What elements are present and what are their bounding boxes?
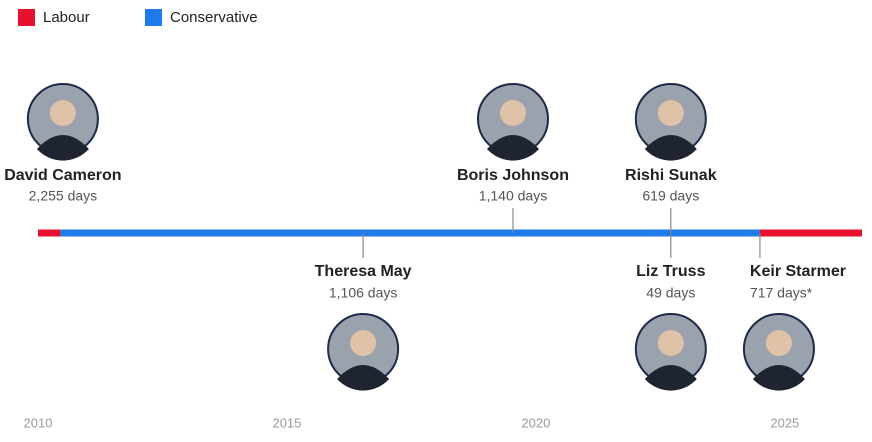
party-segment <box>60 229 760 237</box>
legend-swatch <box>18 9 35 26</box>
party-segment <box>759 229 862 237</box>
pm-days: 619 days <box>642 188 699 204</box>
portrait <box>634 313 707 391</box>
portrait-head <box>657 100 684 126</box>
portrait <box>634 83 707 161</box>
portrait <box>327 313 400 391</box>
portrait-body <box>644 135 697 161</box>
pm-name: Boris Johnson <box>457 167 569 184</box>
pm-name: Theresa May <box>315 263 412 280</box>
pm-name: Keir Starmer <box>750 263 846 280</box>
legend-swatch <box>145 9 162 26</box>
portrait-head <box>499 100 526 126</box>
pm-days: 717 days* <box>750 285 813 301</box>
pm-name: Liz Truss <box>636 263 705 280</box>
portrait <box>742 313 815 391</box>
pm-days: 1,140 days <box>479 188 548 204</box>
pm-days: 49 days <box>646 285 695 301</box>
party-segment <box>38 229 61 237</box>
portrait-body <box>486 135 539 161</box>
portrait-head <box>49 100 76 126</box>
pm-name: Rishi Sunak <box>625 167 717 184</box>
portrait-head <box>765 330 792 356</box>
portrait-body <box>36 135 89 161</box>
portrait-head <box>657 330 684 356</box>
legend-label: Labour <box>43 9 90 26</box>
portrait-body <box>337 365 390 391</box>
pm-days: 2,255 days <box>29 188 98 204</box>
portrait <box>476 83 549 161</box>
legend-label: Conservative <box>170 9 258 26</box>
x-tick-label: 2015 <box>272 415 301 430</box>
portrait <box>26 83 99 161</box>
portrait-body <box>644 365 697 391</box>
portrait-body <box>752 365 805 391</box>
portrait-head <box>350 330 377 356</box>
pm-days: 1,106 days <box>329 285 398 301</box>
x-tick-label: 2025 <box>770 415 799 430</box>
pm-name: David Cameron <box>4 167 121 184</box>
x-tick-label: 2020 <box>521 415 550 430</box>
x-tick-label: 2010 <box>24 415 53 430</box>
